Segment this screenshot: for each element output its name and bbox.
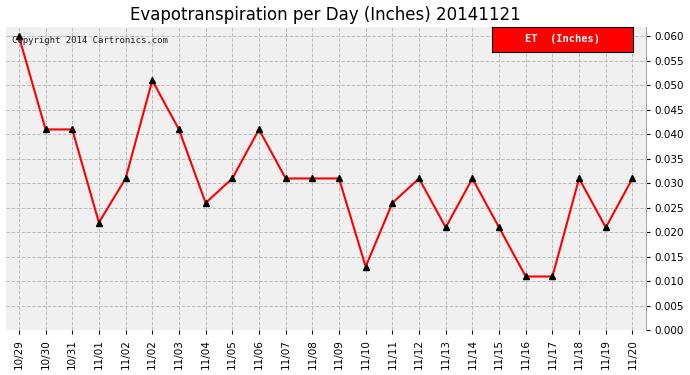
Title: Evapotranspiration per Day (Inches) 20141121: Evapotranspiration per Day (Inches) 2014… — [130, 6, 521, 24]
Text: Copyright 2014 Cartronics.com: Copyright 2014 Cartronics.com — [12, 36, 168, 45]
